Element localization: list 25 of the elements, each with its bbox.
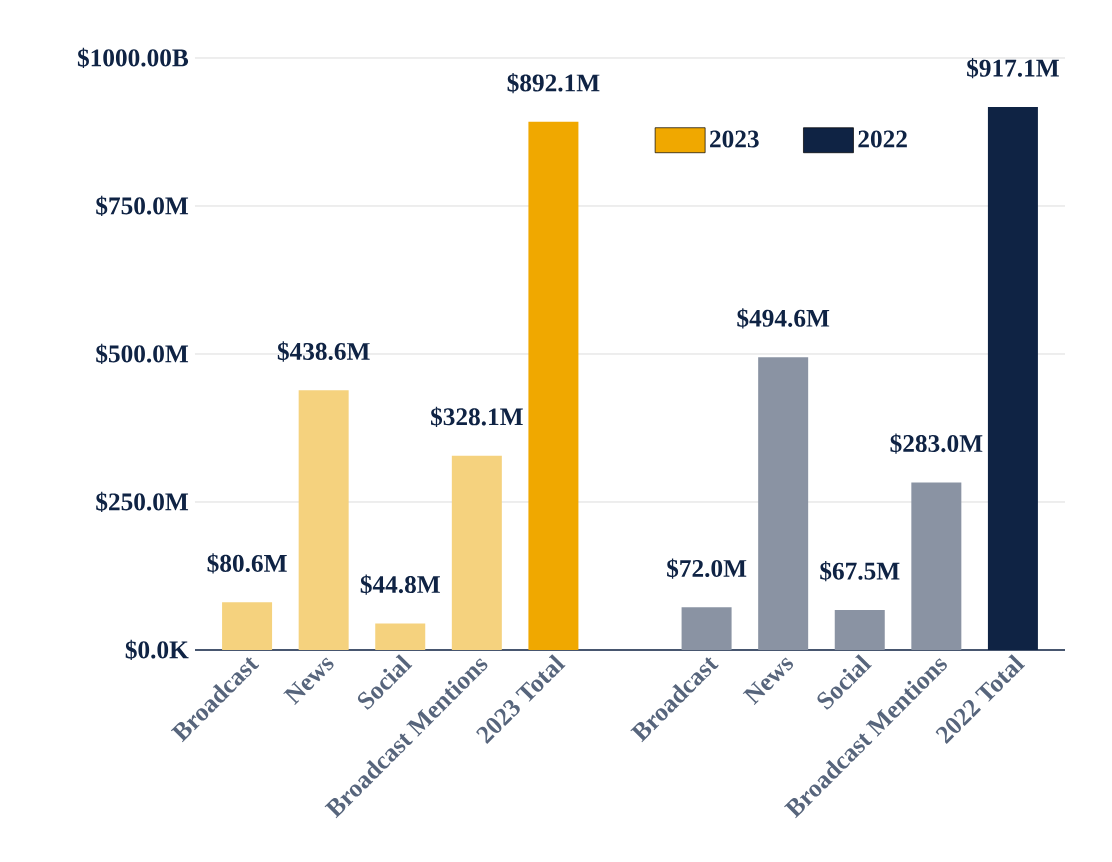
legend-label: 2023 <box>710 130 759 148</box>
bar <box>298 390 349 650</box>
data-label: $892.1M <box>507 72 600 94</box>
bar <box>375 623 426 650</box>
y-tick-label: $500.0M <box>96 343 189 365</box>
data-label: $44.8M <box>360 574 440 595</box>
bar <box>834 610 885 650</box>
data-label: $67.5M <box>820 561 900 582</box>
y-tick-label: $250.0M <box>96 491 189 513</box>
data-label: $494.6M <box>737 308 830 329</box>
data-label: $438.6M <box>277 341 370 362</box>
data-label: $283.0M <box>890 433 983 454</box>
y-tick-label: $750.0M <box>96 195 189 217</box>
data-label: $917.1M <box>967 58 1059 79</box>
data-label: $72.0M <box>667 558 747 579</box>
bar <box>758 357 809 650</box>
legend-label: 2022 <box>858 130 907 148</box>
data-label: $328.1M <box>431 406 523 428</box>
bar <box>681 607 732 650</box>
y-tick-label: $1000.00B <box>77 47 189 69</box>
bar <box>528 121 579 650</box>
data-label: $80.6M <box>207 553 287 574</box>
bar <box>911 482 962 650</box>
bar <box>451 455 502 650</box>
bar <box>222 602 273 650</box>
